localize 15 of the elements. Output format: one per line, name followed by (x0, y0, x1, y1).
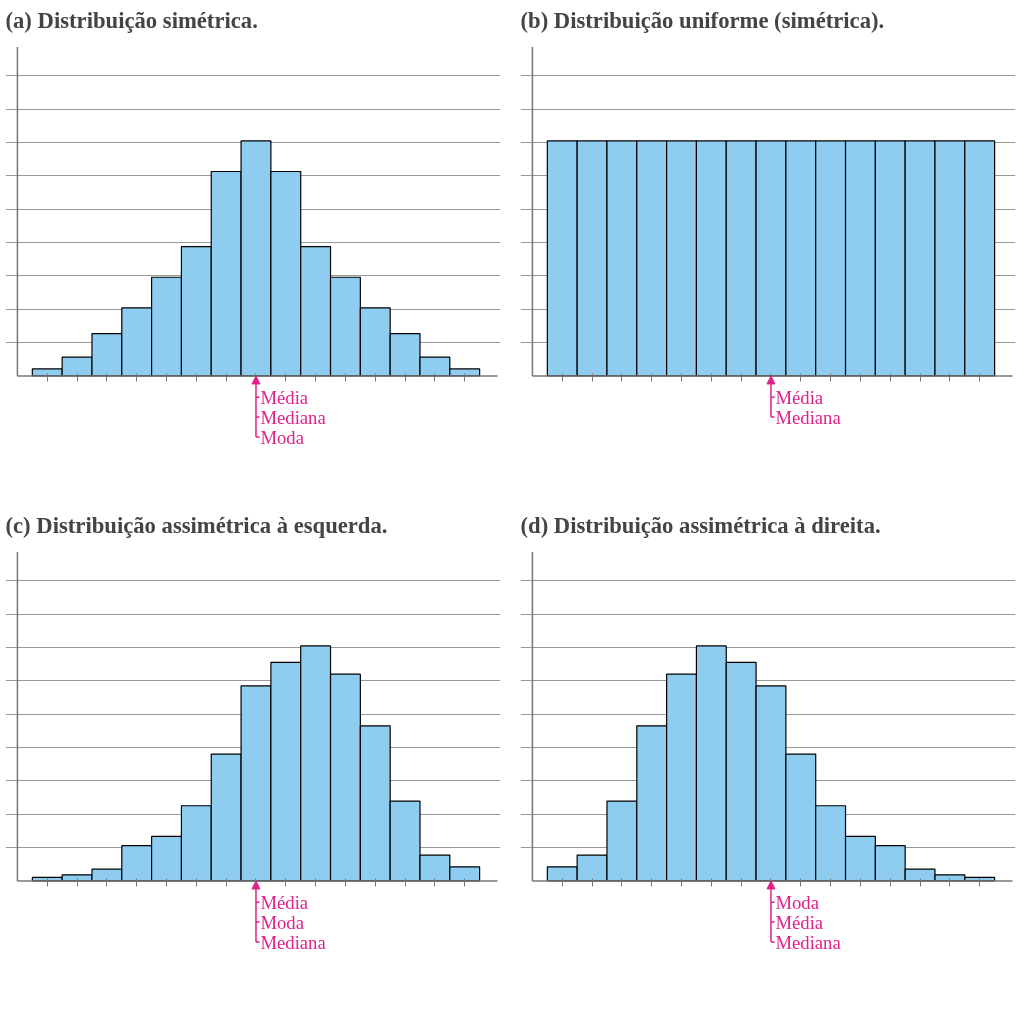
text: Mediana (260, 406, 327, 428)
text: Moda (260, 911, 305, 933)
chart-title: (b) Distribuição uniforme (simétrica). (520, 7, 885, 33)
text: Média (260, 891, 309, 913)
text: Moda (260, 426, 305, 448)
text: Moda (775, 891, 820, 913)
chart-title: (a) Distribuição simétrica. (5, 7, 258, 33)
text: Mediana (260, 931, 327, 953)
chart-title: (d) Distribuição assimétrica à direita. (520, 512, 881, 538)
text: Mediana (775, 406, 842, 428)
text: Média (260, 386, 309, 408)
text: Média (775, 911, 824, 933)
text: Mediana (775, 931, 842, 953)
text: Média (775, 386, 824, 408)
chart-title: (c) Distribuição assimétrica à esquerda. (5, 512, 388, 538)
